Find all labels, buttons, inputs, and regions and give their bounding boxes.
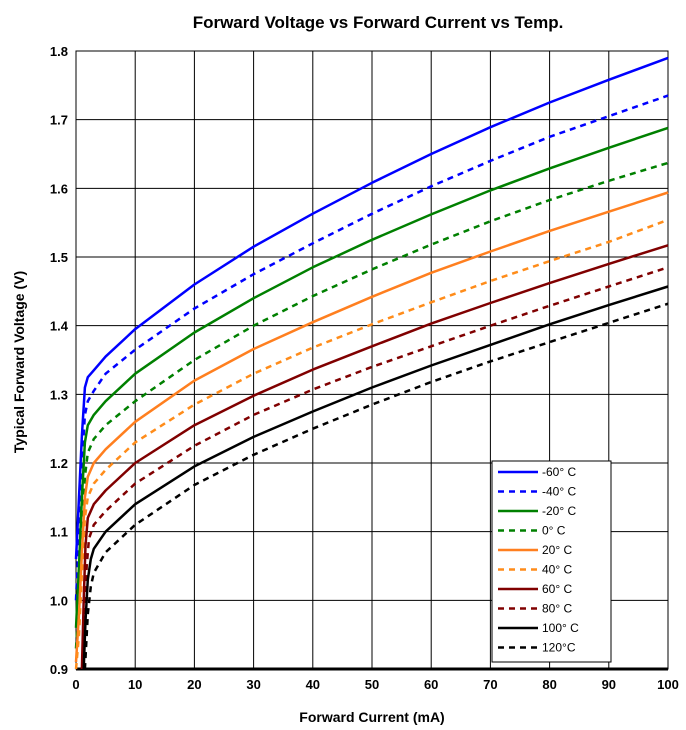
y-tick-label: 1.7	[50, 113, 68, 128]
series-line	[74, 161, 669, 649]
chart-title: Forward Voltage vs Forward Current vs Te…	[193, 13, 564, 32]
x-axis-label: Forward Current (mA)	[299, 709, 444, 725]
y-tick-label: 1.1	[50, 525, 68, 540]
legend-label: 120°C	[542, 641, 576, 655]
series-line	[82, 285, 669, 670]
y-tick-label: 1.3	[50, 387, 68, 402]
x-tick-label: 50	[365, 677, 379, 692]
series-line	[74, 126, 669, 628]
x-tick-label: 100	[657, 677, 679, 692]
x-tick-label: 10	[128, 677, 142, 692]
x-tick-label: 30	[246, 677, 260, 692]
x-tick-label: 20	[187, 677, 201, 692]
x-tick-label: 40	[306, 677, 320, 692]
series-line	[83, 302, 669, 670]
y-tick-label: 1.4	[50, 319, 69, 334]
series-line	[80, 244, 669, 670]
x-tick-label: 0	[72, 677, 79, 692]
x-tick-label: 80	[542, 677, 556, 692]
legend-label: 40° C	[542, 563, 572, 577]
y-tick-label: 1.8	[50, 44, 68, 59]
legend-label: -40° C	[542, 485, 576, 499]
y-tick-label: 1.0	[50, 593, 68, 608]
series-line	[74, 218, 669, 670]
legend-label: -60° C	[542, 465, 576, 479]
y-axis-label: Typical Forward Voltage (V)	[11, 271, 27, 453]
legend-label: 60° C	[542, 582, 572, 596]
x-tick-label: 70	[483, 677, 497, 692]
legend: -60° C -40° C -20° C 0° C 20° C 40° C 60° C 80°…	[491, 460, 612, 663]
legend-label: -20° C	[542, 504, 576, 518]
y-tick-label: 1.6	[50, 181, 68, 196]
y-tick-label: 1.5	[50, 250, 68, 265]
series-line	[74, 94, 669, 601]
x-tick-label: 60	[424, 677, 438, 692]
x-tick-label: 90	[602, 677, 616, 692]
legend-label: 0° C	[542, 524, 566, 538]
series-line	[74, 56, 669, 560]
legend-label: 100° C	[542, 621, 579, 635]
series-line	[74, 191, 669, 663]
legend-label: 80° C	[542, 602, 572, 616]
y-tick-label: 0.9	[50, 662, 68, 677]
y-tick-label: 1.2	[50, 456, 68, 471]
legend-label: 20° C	[542, 543, 572, 557]
